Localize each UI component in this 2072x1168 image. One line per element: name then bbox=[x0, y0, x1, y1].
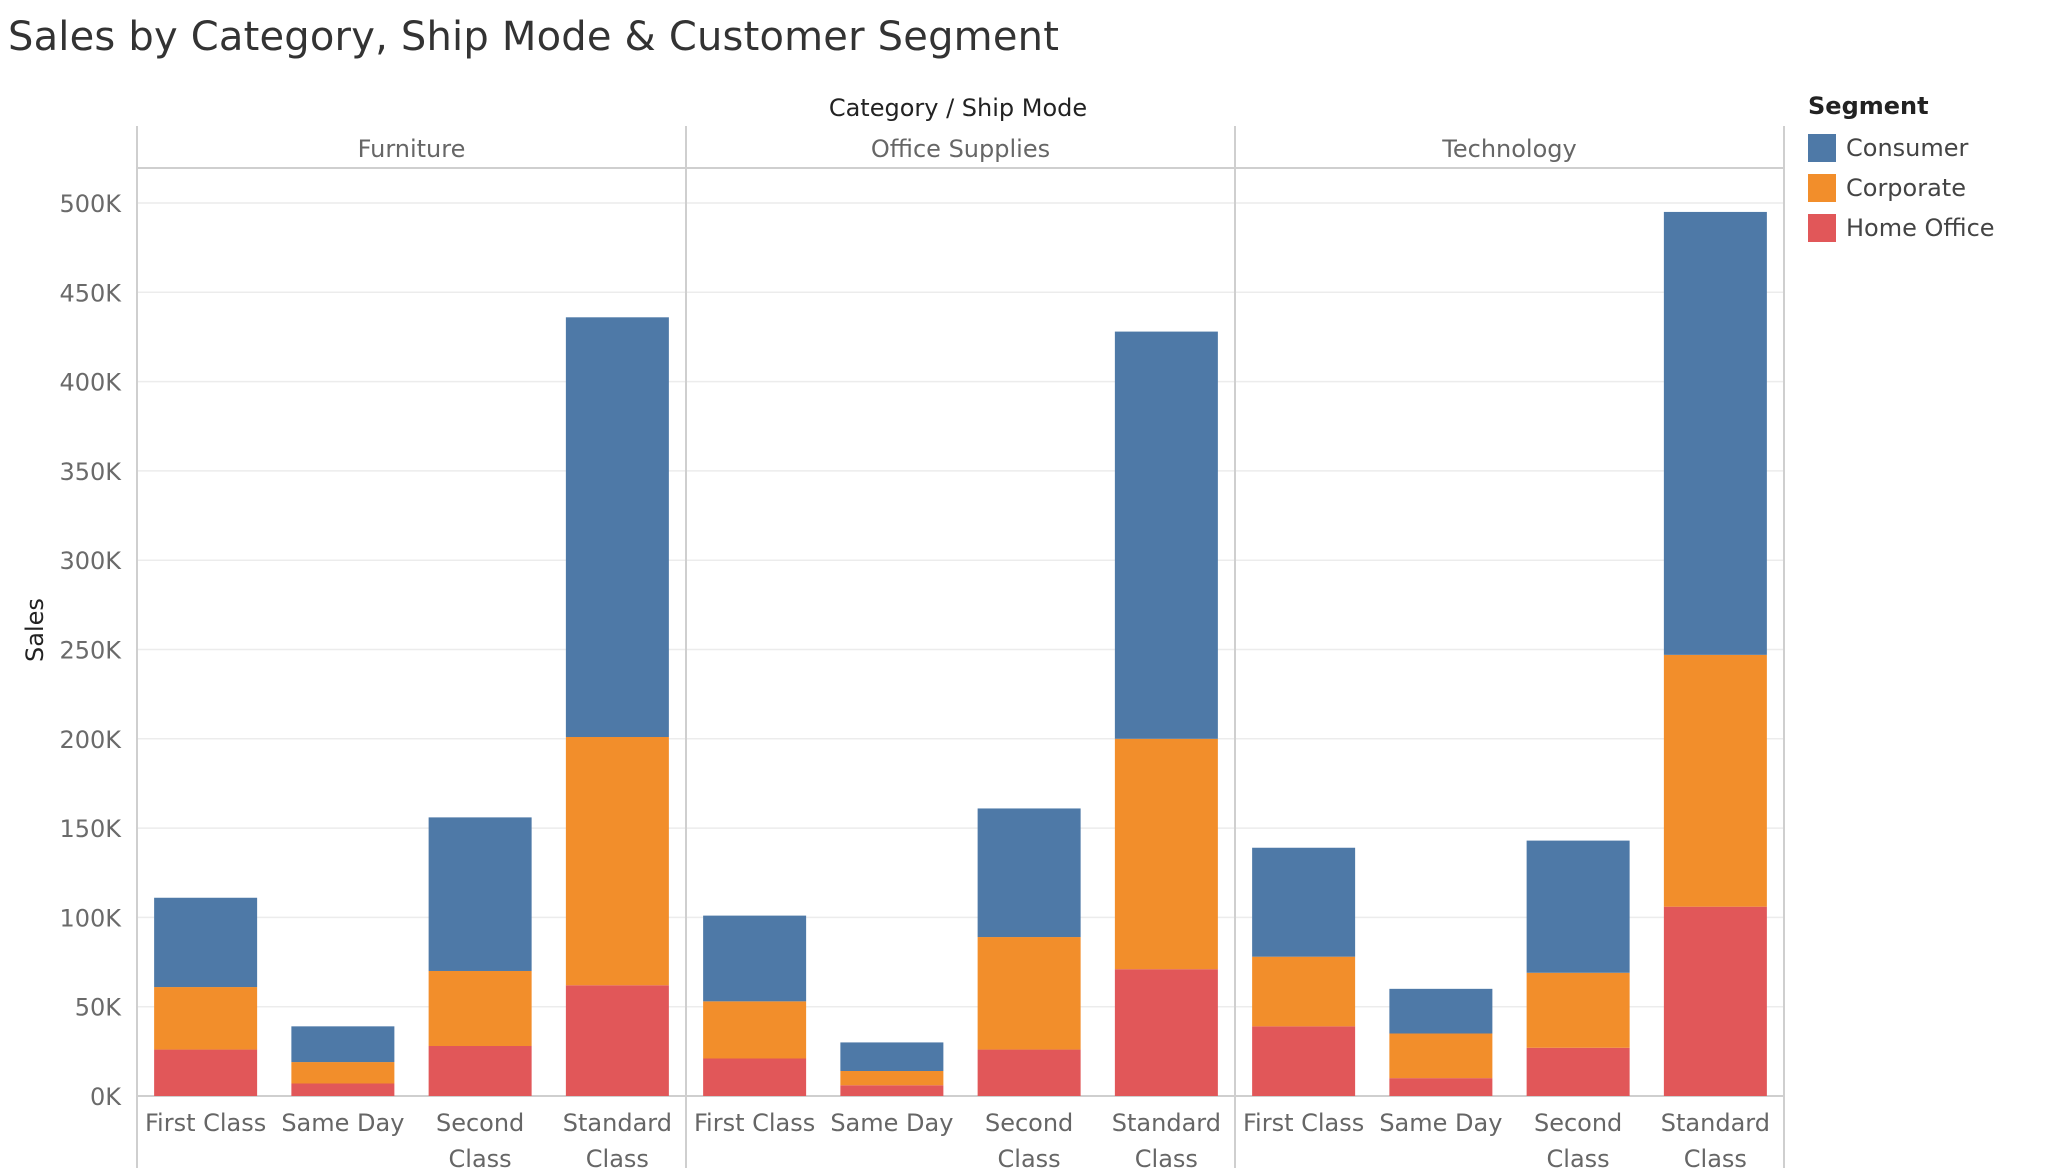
x-tick-label: Class bbox=[586, 1145, 649, 1168]
y-tick-label: 50K bbox=[75, 994, 123, 1022]
bar-corporate bbox=[840, 1070, 944, 1086]
x-tick-label: Standard bbox=[1112, 1109, 1221, 1137]
legend-label: Corporate bbox=[1846, 174, 1966, 202]
bar-home-office bbox=[154, 1049, 258, 1096]
bar-corporate bbox=[154, 987, 258, 1050]
x-tick-label: Standard bbox=[1661, 1109, 1770, 1137]
x-tick-label: First Class bbox=[694, 1109, 815, 1137]
stacked-bar-chart: 0K 50K 100K 150K 200K 250K 300K 350K 400K 450K 500… bbox=[21, 94, 1785, 1168]
category-header-office-supplies: Office Supplies bbox=[871, 135, 1050, 163]
bar-consumer bbox=[154, 897, 258, 988]
y-tick-label: 300K bbox=[59, 547, 122, 575]
bar-consumer bbox=[977, 808, 1081, 938]
category-header-furniture: Furniture bbox=[358, 135, 466, 163]
bar-corporate bbox=[565, 737, 669, 986]
category-header-technology: Technology bbox=[1441, 135, 1576, 163]
bar-home-office bbox=[977, 1049, 1081, 1096]
bar-corporate bbox=[291, 1062, 395, 1084]
legend-label: Consumer bbox=[1846, 134, 1969, 162]
bar-consumer bbox=[1114, 331, 1218, 739]
bar-corporate bbox=[703, 1001, 807, 1059]
x-tick-label: Class bbox=[1684, 1145, 1747, 1168]
bar-corporate bbox=[1252, 956, 1356, 1027]
legend-swatch bbox=[1808, 174, 1836, 202]
x-tick-label: First Class bbox=[1243, 1109, 1364, 1137]
bar-home-office bbox=[1252, 1026, 1356, 1096]
legend-title: Segment bbox=[1808, 92, 1929, 120]
y-tick-label: 400K bbox=[59, 369, 122, 397]
y-tick-label: 0K bbox=[90, 1083, 122, 1111]
bar-corporate bbox=[977, 937, 1081, 1050]
x-tick-label: Second bbox=[1534, 1109, 1622, 1137]
x-tick-label: Second bbox=[985, 1109, 1073, 1137]
x-tick-label: Class bbox=[449, 1145, 512, 1168]
y-tick-label: 350K bbox=[59, 458, 122, 486]
legend-item-consumer[interactable]: Consumer bbox=[1808, 128, 1995, 168]
column-header: Category / Ship Mode bbox=[829, 94, 1087, 122]
bar-home-office bbox=[428, 1045, 532, 1096]
chart-title: Sales by Category, Ship Mode & Customer … bbox=[8, 14, 1060, 60]
x-tick-label: First Class bbox=[145, 1109, 266, 1137]
bar-home-office bbox=[291, 1083, 395, 1096]
bar-corporate bbox=[428, 970, 532, 1046]
legend-items: Consumer Corporate Home Office bbox=[1808, 128, 1995, 248]
x-tick-label: Second bbox=[436, 1109, 524, 1137]
bar-home-office bbox=[703, 1058, 807, 1096]
legend-item-corporate[interactable]: Corporate bbox=[1808, 168, 1995, 208]
bar-corporate bbox=[1114, 738, 1218, 970]
x-tick-label: Same Day bbox=[830, 1109, 953, 1137]
bar-home-office bbox=[1389, 1078, 1493, 1096]
x-tick-label: Same Day bbox=[281, 1109, 404, 1137]
x-tick-label: Class bbox=[998, 1145, 1061, 1168]
y-tick-label: 150K bbox=[59, 815, 122, 843]
bar-home-office bbox=[1663, 906, 1767, 1096]
bar-consumer bbox=[1663, 211, 1767, 655]
legend-label: Home Office bbox=[1846, 214, 1995, 242]
bar-consumer bbox=[1252, 847, 1356, 957]
bar-consumer bbox=[840, 1042, 944, 1071]
y-tick-label: 250K bbox=[59, 637, 122, 665]
bar-corporate bbox=[1526, 972, 1630, 1048]
bar-consumer bbox=[1526, 840, 1630, 973]
bar-consumer bbox=[428, 817, 532, 971]
bar-home-office bbox=[1114, 969, 1218, 1096]
y-axis-label: Sales bbox=[21, 598, 49, 662]
bar-consumer bbox=[565, 317, 669, 738]
y-tick-label: 500K bbox=[59, 190, 122, 218]
legend-swatch bbox=[1808, 214, 1836, 242]
bar-corporate bbox=[1389, 1033, 1493, 1079]
y-tick-label: 200K bbox=[59, 726, 122, 754]
bar-consumer bbox=[703, 915, 807, 1002]
bar-consumer bbox=[1389, 988, 1493, 1034]
legend: Segment Consumer Corporate Home Office bbox=[1808, 92, 1995, 248]
y-tick-label: 450K bbox=[59, 279, 122, 307]
x-tick-label: Standard bbox=[563, 1109, 672, 1137]
bar-home-office bbox=[1526, 1047, 1630, 1096]
bar-corporate bbox=[1663, 654, 1767, 907]
x-tick-label: Same Day bbox=[1379, 1109, 1502, 1137]
bar-home-office bbox=[840, 1085, 944, 1096]
x-tick-label: Class bbox=[1135, 1145, 1198, 1168]
bar-consumer bbox=[291, 1026, 395, 1063]
legend-swatch bbox=[1808, 134, 1836, 162]
y-tick-label: 100K bbox=[59, 904, 122, 932]
legend-item-home-office[interactable]: Home Office bbox=[1808, 208, 1995, 248]
bar-home-office bbox=[565, 985, 669, 1096]
x-tick-label: Class bbox=[1547, 1145, 1610, 1168]
